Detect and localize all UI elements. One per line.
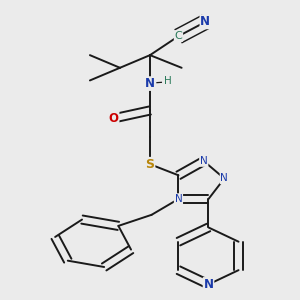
Text: N: N xyxy=(175,194,182,204)
Text: N: N xyxy=(200,15,210,28)
Text: N: N xyxy=(203,278,214,291)
Text: S: S xyxy=(146,158,154,171)
Text: N: N xyxy=(200,156,208,166)
Text: C: C xyxy=(175,31,182,41)
Text: N: N xyxy=(145,77,155,90)
Text: N: N xyxy=(220,173,228,184)
Text: H: H xyxy=(164,76,171,86)
Text: O: O xyxy=(109,112,118,125)
